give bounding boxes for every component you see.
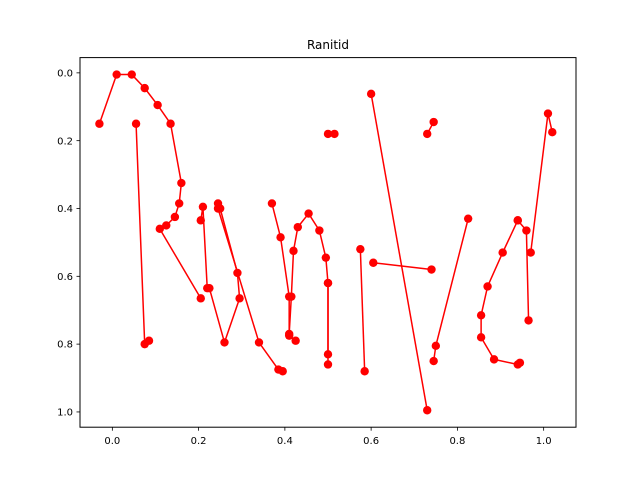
stroke-4 — [217, 208, 283, 372]
data-point-0-0 — [95, 119, 104, 128]
data-point-9-0 — [356, 244, 365, 254]
data-point-6-0 — [284, 329, 294, 339]
data-point-14-1 — [522, 226, 531, 235]
data-point-6-5 — [315, 226, 324, 235]
data-point-8-0 — [323, 129, 333, 139]
data-point-11-1 — [423, 406, 432, 415]
data-point-0-5 — [166, 119, 175, 128]
data-point-0-8 — [170, 212, 180, 222]
data-point-5-4 — [291, 336, 300, 345]
data-point-14-2 — [524, 316, 533, 325]
stroke-13 — [432, 218, 469, 362]
stroke-14 — [517, 219, 530, 321]
data-point-16-0 — [526, 248, 535, 257]
y-axis: 0.0 0.2 0.4 0.6 0.8 1.0 — [57, 68, 80, 419]
data-point-13-2 — [429, 356, 438, 366]
data-point-7-0 — [323, 350, 333, 359]
data-point-8-1 — [330, 129, 339, 139]
data-point-10-1 — [427, 265, 436, 274]
data-point-6-8 — [323, 360, 333, 369]
x-tick-label: 0.2 — [191, 436, 207, 447]
data-point-12-1 — [429, 117, 438, 127]
plot-frame — [79, 57, 577, 428]
y-tick-label: 0.4 — [57, 204, 73, 215]
data-point-15-3 — [476, 311, 486, 320]
data-point-15-1 — [498, 248, 507, 257]
x-tick-label: 1.0 — [536, 436, 552, 447]
data-point-15-7 — [515, 358, 525, 367]
series-markers — [95, 70, 557, 415]
data-point-6-4 — [304, 209, 313, 218]
chart-title: Ranitid — [307, 38, 349, 52]
data-point-0-11 — [196, 294, 205, 303]
stroke-9 — [359, 249, 366, 372]
y-tick-label: 0.2 — [57, 136, 73, 147]
data-point-16-1 — [543, 109, 553, 118]
data-point-4-0 — [213, 204, 223, 213]
data-point-1-2 — [144, 336, 154, 345]
data-point-0-10 — [155, 224, 164, 234]
data-point-4-1 — [254, 338, 264, 347]
stroke-0 — [98, 73, 202, 299]
data-point-11-0 — [366, 89, 376, 99]
y-tick-label: 0.0 — [57, 68, 73, 79]
data-point-15-5 — [489, 355, 499, 364]
x-axis: 0.0 0.2 0.4 0.6 0.8 1.0 — [104, 427, 552, 447]
data-point-15-2 — [483, 282, 492, 291]
data-point-5-1 — [276, 233, 285, 242]
data-point-10-0 — [369, 258, 378, 267]
data-point-6-6 — [321, 253, 331, 262]
data-point-3-2 — [233, 268, 242, 278]
data-point-4-3 — [278, 367, 287, 376]
data-point-6-2 — [289, 246, 298, 256]
stroke-11 — [370, 93, 428, 411]
stroke-1 — [135, 123, 150, 345]
data-point-6-3 — [293, 222, 303, 232]
data-point-9-1 — [360, 367, 369, 376]
data-point-5-0 — [267, 199, 277, 208]
data-point-0-6 — [177, 178, 186, 188]
data-point-12-0 — [423, 129, 432, 139]
x-tick-label: 0.4 — [277, 436, 293, 447]
y-tick-label: 0.8 — [57, 340, 73, 351]
data-point-2-1 — [198, 202, 208, 211]
y-tick-label: 0.6 — [57, 272, 73, 283]
data-point-13-1 — [431, 341, 441, 351]
data-point-7-1 — [323, 278, 333, 288]
data-point-0-2 — [127, 70, 136, 79]
data-point-0-3 — [140, 83, 149, 93]
stroke-15 — [480, 220, 521, 366]
data-point-0-1 — [112, 70, 121, 79]
data-point-3-4 — [220, 338, 229, 347]
data-point-2-0 — [196, 216, 205, 225]
y-tick-label: 1.0 — [57, 408, 73, 419]
data-point-3-5 — [205, 283, 214, 293]
data-point-13-0 — [463, 214, 473, 223]
data-point-3-3 — [235, 294, 244, 303]
x-tick-label: 0.8 — [449, 436, 465, 447]
data-point-1-0 — [131, 119, 141, 128]
data-point-0-4 — [153, 100, 162, 110]
data-point-0-7 — [175, 199, 184, 208]
x-tick-label: 0.6 — [363, 436, 379, 447]
data-point-6-1 — [287, 292, 296, 301]
data-point-16-2 — [548, 128, 557, 137]
data-point-15-0 — [513, 216, 522, 225]
data-point-0-9 — [162, 221, 171, 230]
x-tick-label: 0.0 — [104, 436, 120, 447]
data-point-15-4 — [476, 333, 486, 342]
